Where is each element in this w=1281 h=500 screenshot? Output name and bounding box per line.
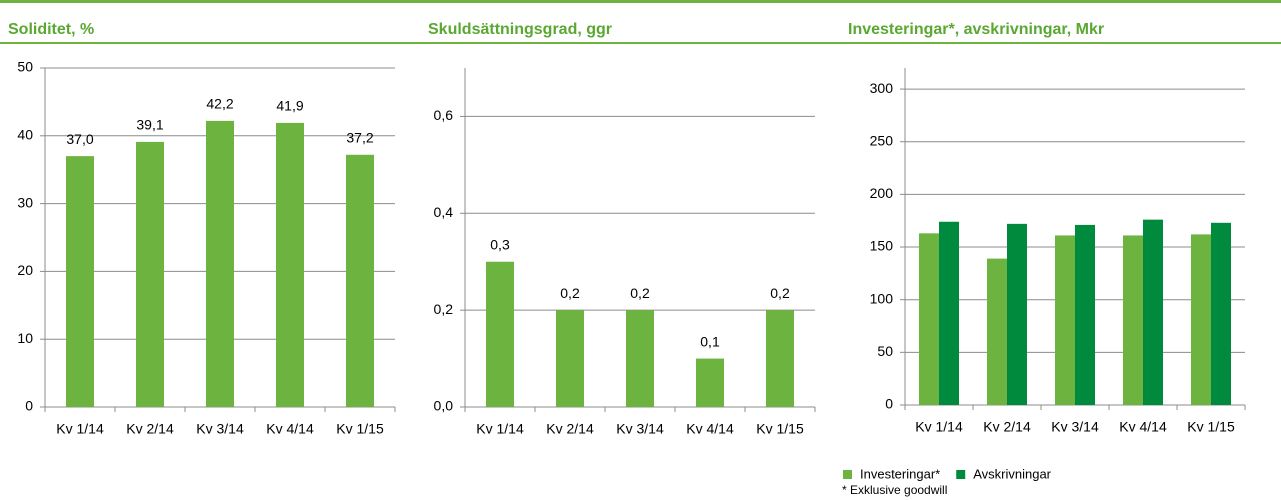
bar: [1123, 235, 1143, 405]
bar: [276, 122, 304, 407]
bar: [626, 310, 654, 407]
y-tick-label: 10: [17, 330, 33, 346]
y-tick-label: 50: [877, 343, 893, 359]
bar: [939, 221, 959, 405]
y-tick-label: 250: [870, 132, 894, 148]
y-tick-label: 100: [870, 290, 894, 306]
y-tick-label: 0: [25, 398, 33, 414]
title-rule: [0, 42, 1281, 44]
data-label: 42,2: [206, 96, 233, 112]
chart-title: Skuldsättningsgrad, ggr: [428, 21, 612, 38]
x-tick-label: Kv 1/14: [476, 421, 524, 437]
legend-label: Avskrivningar: [973, 466, 1051, 481]
bar: [919, 233, 939, 405]
legend-swatch: [843, 470, 852, 479]
x-tick-label: Kv 3/14: [616, 421, 664, 437]
chart-title: Soliditet, %: [8, 21, 94, 38]
bar: [1007, 223, 1027, 405]
data-label: 41,9: [276, 98, 303, 114]
data-label: 39,1: [136, 117, 163, 133]
bar: [1055, 235, 1075, 405]
x-tick-label: Kv 4/14: [266, 421, 314, 437]
legend-swatch: [956, 470, 966, 479]
y-tick-label: 150: [870, 238, 894, 254]
data-label: 0,1: [700, 333, 720, 349]
bar: [346, 154, 374, 407]
chart-title: Investeringar*, avskrivningar, Mkr: [848, 21, 1104, 38]
legend-label: Investeringar*: [860, 466, 940, 481]
y-tick-label: 0,2: [434, 301, 454, 317]
x-tick-label: Kv 1/14: [56, 421, 104, 437]
data-label: 37,0: [66, 131, 93, 147]
bar: [1075, 224, 1095, 405]
y-tick-label: 0,0: [434, 398, 454, 414]
y-tick-label: 40: [17, 127, 33, 143]
y-tick-label: 0,4: [434, 204, 454, 220]
x-tick-label: Kv 3/14: [1051, 419, 1099, 435]
bar: [1191, 234, 1211, 405]
bar: [556, 310, 584, 407]
data-label: 0,3: [490, 236, 510, 252]
data-label: 0,2: [630, 285, 650, 301]
y-tick-label: 50: [17, 59, 33, 75]
bar: [206, 120, 234, 407]
x-tick-label: Kv 2/14: [546, 421, 594, 437]
x-tick-label: Kv 2/14: [126, 421, 174, 437]
bar: [766, 310, 794, 407]
annotation: * Exklusive goodwill: [842, 483, 947, 497]
bar: [987, 258, 1007, 405]
bar: [66, 156, 94, 407]
bar: [136, 141, 164, 408]
y-tick-label: 200: [870, 185, 894, 201]
x-tick-label: Kv 1/15: [1187, 419, 1235, 435]
bar: [1211, 222, 1231, 405]
bar: [486, 261, 514, 407]
bar: [696, 358, 724, 407]
y-tick-label: 0: [885, 396, 893, 412]
y-tick-label: 0,6: [434, 107, 454, 123]
data-label: 0,2: [770, 285, 790, 301]
bar: [1143, 219, 1163, 405]
y-tick-label: 20: [17, 262, 33, 278]
top-rule: [0, 0, 1281, 3]
y-tick-label: 30: [17, 194, 33, 210]
x-tick-label: Kv 1/15: [336, 421, 384, 437]
x-tick-label: Kv 2/14: [983, 419, 1031, 435]
x-tick-label: Kv 4/14: [686, 421, 734, 437]
x-tick-label: Kv 3/14: [196, 421, 244, 437]
data-label: 0,2: [560, 285, 580, 301]
x-tick-label: Kv 4/14: [1119, 419, 1167, 435]
data-label: 37,2: [346, 129, 373, 145]
y-tick-label: 300: [870, 80, 894, 96]
x-tick-label: Kv 1/15: [756, 421, 804, 437]
x-tick-label: Kv 1/14: [915, 419, 963, 435]
